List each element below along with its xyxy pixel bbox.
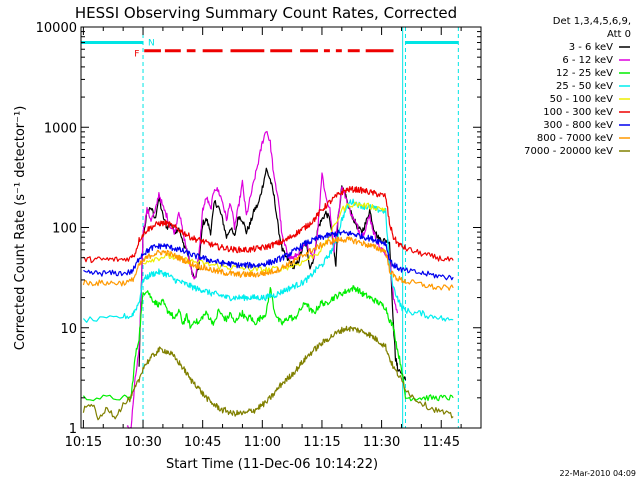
legend-label-6: 300 - 800 keV	[543, 120, 613, 131]
vertical-markers	[142, 27, 459, 428]
x-tick-label-1: 10:30	[124, 435, 161, 450]
legend-label-0: 3 - 6 keV	[569, 42, 613, 53]
legend-label-3: 25 - 50 keV	[556, 81, 613, 92]
x-tick-label-3: 11:00	[244, 435, 281, 450]
series-line-2	[82, 285, 454, 402]
y-axis-label: Corrected Count Rate (s⁻¹ detector⁻¹)	[13, 106, 28, 351]
series-line-7	[82, 236, 454, 291]
legend-label-8: 7000 - 20000 keV	[524, 146, 613, 157]
chart-title: HESSI Observing Summary Count Rates, Cor…	[75, 4, 457, 22]
legend-header-0: Det 1,3,4,5,6,9,	[553, 16, 631, 27]
y-tick-label-4: 10000	[36, 21, 77, 36]
legend: Det 1,3,4,5,6,9, Att 0 3 - 6 keV 6 - 12 keV…	[524, 16, 631, 157]
x-tick-label-0: 10:15	[65, 435, 102, 450]
axes: 1 10 100 1000 10000 10:15 10:30 10:45 11:00 11:15…	[36, 21, 482, 450]
flag-bars: NF	[81, 39, 459, 60]
x-tick-label-4: 11:15	[303, 435, 340, 450]
flag-label-N: N	[148, 39, 155, 49]
series-line-0	[138, 167, 407, 381]
legend-header-1: Att 0	[607, 29, 631, 40]
footer-timestamp: 22-Mar-2010 04:09	[560, 469, 637, 478]
legend-label-1: 6 - 12 keV	[562, 55, 613, 66]
x-tick-label-6: 11:45	[423, 435, 460, 450]
y-tick-label-3: 1000	[44, 121, 77, 136]
y-tick-label-1: 10	[60, 322, 77, 337]
flag-label-F: F	[134, 50, 139, 60]
series-line-6	[83, 229, 454, 281]
legend-label-2: 12 - 25 keV	[556, 68, 613, 79]
series-line-5	[83, 185, 454, 264]
y-tick-label-0: 1	[69, 422, 77, 437]
series-group	[82, 130, 454, 429]
series-line-8	[82, 325, 454, 421]
legend-label-7: 800 - 7000 keV	[537, 133, 613, 144]
legend-label-4: 50 - 100 keV	[550, 94, 614, 105]
x-tick-label-5: 11:30	[363, 435, 400, 450]
x-axis-label: Start Time (11-Dec-06 10:14:22)	[166, 457, 378, 472]
legend-label-5: 100 - 300 keV	[543, 107, 613, 118]
x-tick-label-2: 10:45	[184, 435, 221, 450]
y-tick-label-2: 100	[52, 222, 77, 237]
